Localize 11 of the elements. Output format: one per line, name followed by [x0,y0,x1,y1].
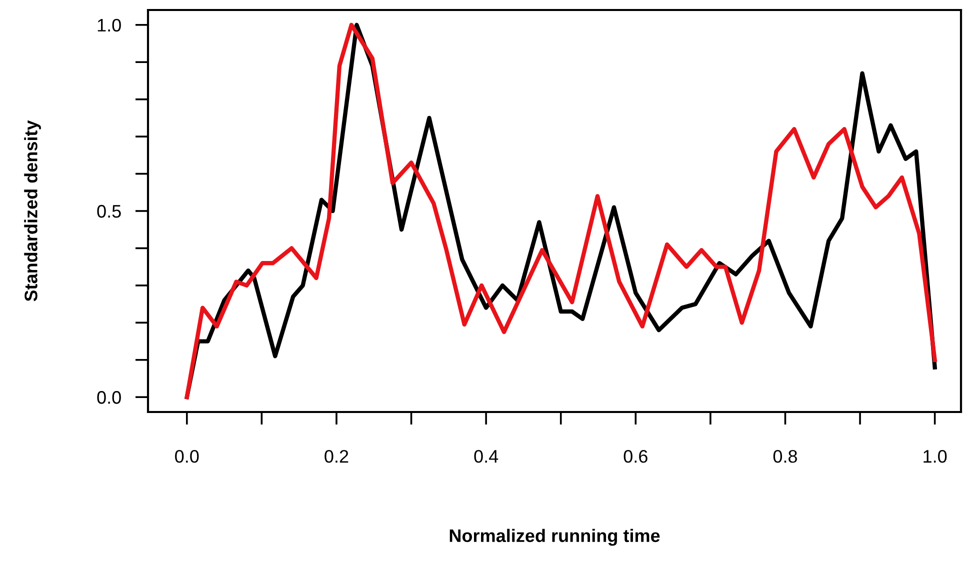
y-tick-label: 0.0 [97,391,121,404]
x-tick-label: 0.6 [624,450,648,463]
x-tick-label: 0.4 [474,450,498,463]
y-axis-title: Standardized density [24,120,41,302]
x-tick-label: 0.0 [175,450,199,463]
x-tick-label: 0.8 [773,450,797,463]
y-tick-label: 1.0 [98,18,121,32]
x-tick-label: 1.0 [924,450,947,463]
x-axis-title: Normalized running time [450,528,660,546]
x-tick-label: 0.2 [324,450,348,463]
y-tick-label: 0.5 [97,204,121,218]
